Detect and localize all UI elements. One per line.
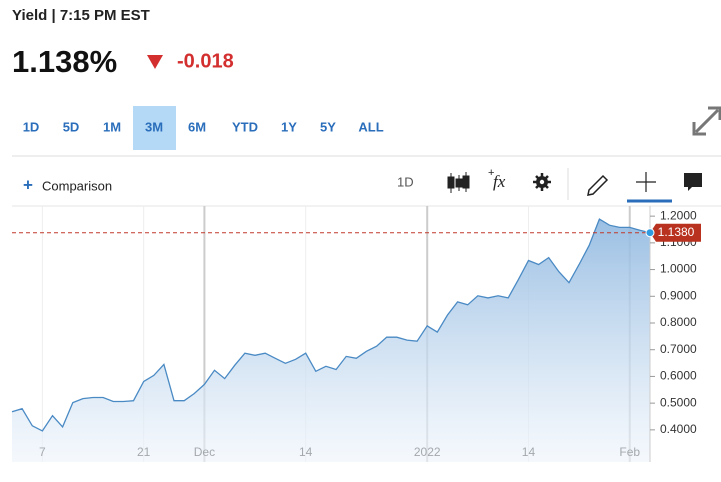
y-tick-label: 0.8000 (660, 315, 697, 329)
range-active (133, 106, 176, 150)
settings-icon[interactable] (533, 173, 551, 191)
comparison-button[interactable]: Comparison (42, 178, 112, 193)
range-button[interactable]: 6M (188, 119, 206, 134)
plus-small: + (488, 167, 494, 179)
expand-icon[interactable] (692, 106, 721, 136)
range-button[interactable]: 1M (103, 119, 121, 134)
area (12, 219, 650, 462)
y-tick-label: 1.0000 (660, 262, 697, 276)
range-button[interactable]: YTD (232, 119, 258, 134)
down-arrow (147, 55, 163, 69)
range-buttons: 1D 5D 1M 3M 6M YTD 1Y 5Y ALL (23, 106, 384, 150)
change: -0.018 (177, 50, 234, 72)
y-tick-label: 0.5000 (660, 395, 697, 409)
range-button[interactable]: 3M (145, 119, 163, 134)
last-value-tag (650, 223, 701, 242)
y-tick-label: 0.4000 (660, 422, 697, 436)
range-button[interactable]: 5Y (320, 119, 336, 134)
comment-icon[interactable] (684, 173, 702, 191)
range-button[interactable]: ALL (358, 119, 383, 134)
y-tick-label: 0.7000 (660, 342, 697, 356)
header-title: Yield | 7:15 PM EST (12, 7, 150, 24)
last-value-label: 1.1380 (658, 225, 695, 239)
range-button[interactable]: 1D (23, 119, 40, 134)
line (11, 218, 651, 432)
y-tick-label: 0.9000 (660, 288, 697, 302)
plus-icon[interactable]: + (23, 175, 33, 194)
range-button[interactable]: 5D (63, 119, 80, 134)
y-tick-label: 1.2000 (660, 208, 697, 222)
y-tick-label: 0.6000 (660, 369, 697, 383)
candle-icon[interactable] (447, 172, 470, 193)
price: 1.138% (12, 44, 117, 79)
plot: 721Dec14202214Feb0.40000.50000.60000.700… (11, 206, 701, 462)
draw-icon[interactable] (587, 174, 609, 196)
interval-button[interactable]: 1D (397, 174, 414, 189)
last-point (645, 228, 655, 238)
range-button[interactable]: 1Y (281, 119, 297, 134)
crosshair-icon[interactable] (636, 172, 656, 192)
studies-button[interactable]: fx (493, 172, 506, 191)
